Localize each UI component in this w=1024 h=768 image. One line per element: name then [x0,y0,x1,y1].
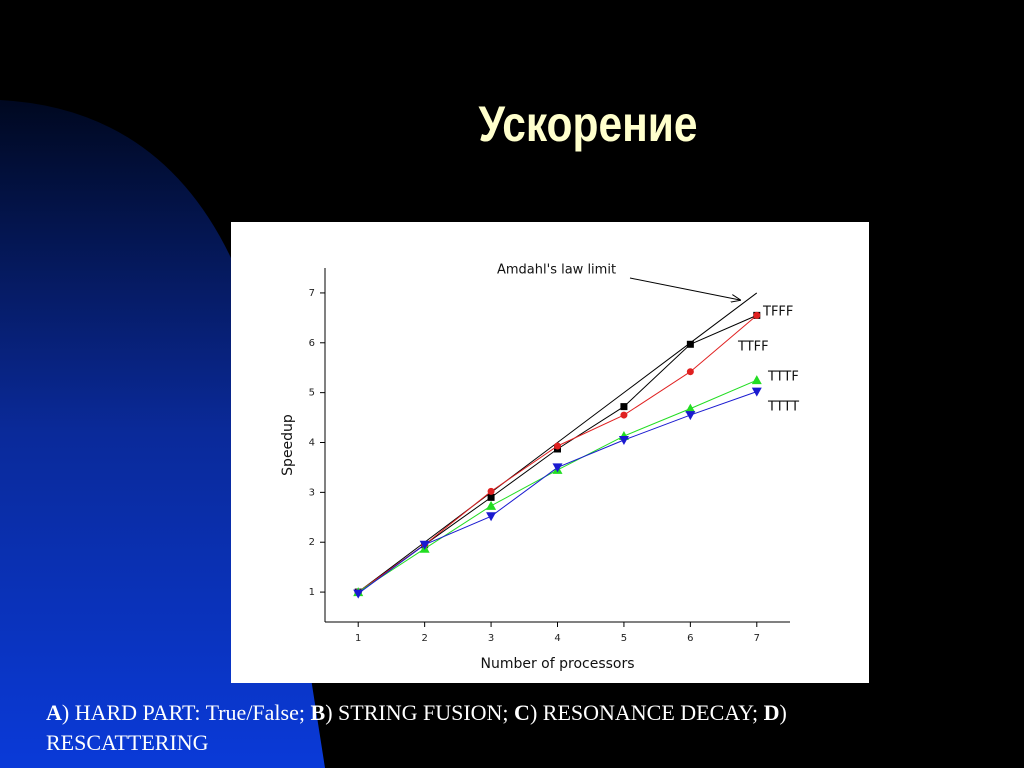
marker [753,311,761,319]
annotation-arrow [629,277,740,300]
x-tick-label: 6 [687,633,693,644]
marker [751,375,762,385]
y-tick-label: 1 [309,587,315,598]
caption-part: D [763,700,780,725]
x-tick-label: 2 [421,633,427,644]
marker [353,589,364,599]
x-tick-label: 5 [621,633,627,644]
marker [486,512,497,522]
y-axis-title: Speedup [280,414,296,476]
caption-part: ) RESONANCE DECAY; [529,700,764,725]
marker [686,368,694,376]
caption-part: A [46,700,62,725]
x-tick-label: 7 [754,633,760,644]
x-tick-label: 3 [488,633,494,644]
x-axis-title: Number of processors [480,656,634,672]
marker [486,500,497,510]
y-tick-label: 4 [309,438,315,449]
y-tick-label: 6 [309,338,315,349]
series-label: TTTF [767,370,799,385]
marker [620,403,628,411]
marker [686,340,694,348]
series-label: Amdahl's law limit [497,263,616,278]
caption: A) HARD PART: True/False; B) STRING FUSI… [46,698,946,758]
y-tick-label: 3 [309,487,315,498]
slide-title: Ускорение [478,96,697,152]
series-label: TFFF [762,305,793,320]
caption-part: ) RESCATTERING [46,700,787,755]
marker [419,540,430,550]
caption-part: B [310,700,326,725]
marker [620,411,628,419]
marker [685,403,696,413]
series-label: TTTT [767,400,799,415]
marker [487,493,495,501]
marker [487,487,495,495]
x-tick-label: 4 [554,633,560,644]
caption-part: ) STRING FUSION; [325,700,515,725]
y-tick-label: 5 [309,388,315,399]
marker [618,436,629,446]
marker [552,463,563,473]
caption-part: ) HARD PART: True/False; [61,700,311,725]
series-label: TTFF [737,340,769,355]
marker [554,442,561,450]
x-tick-label: 1 [355,633,361,644]
marker [685,411,696,421]
y-tick-label: 7 [309,288,315,299]
caption-part: C [514,700,530,725]
y-tick-label: 2 [309,537,315,548]
marker [751,387,762,397]
chart-area [231,222,869,683]
